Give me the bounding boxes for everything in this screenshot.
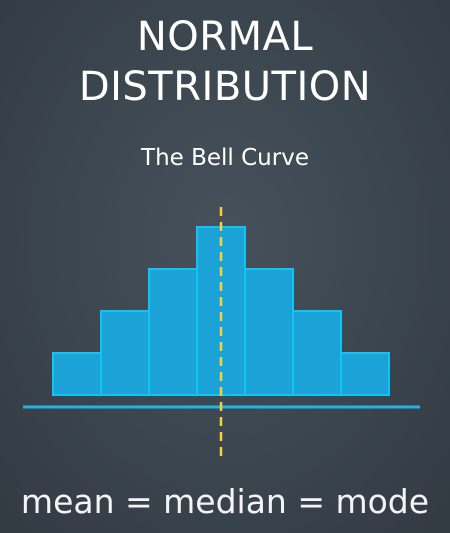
chart-title-line-1: NORMAL (136, 14, 314, 60)
histogram-bar-2 (100, 310, 150, 396)
chart-title-line-2: DISTRIBUTION (78, 64, 372, 110)
histogram-bar-7 (340, 352, 390, 396)
histogram-bar-3 (148, 268, 198, 396)
histogram-chart (23, 207, 420, 457)
histogram-bar-5 (244, 268, 294, 396)
mean-median-mode-caption: mean = median = mode (20, 482, 430, 521)
chart-subtitle: The Bell Curve (141, 145, 309, 171)
histogram-bar-1 (52, 352, 102, 396)
bars-group (52, 226, 390, 396)
histogram-bar-6 (292, 310, 342, 396)
